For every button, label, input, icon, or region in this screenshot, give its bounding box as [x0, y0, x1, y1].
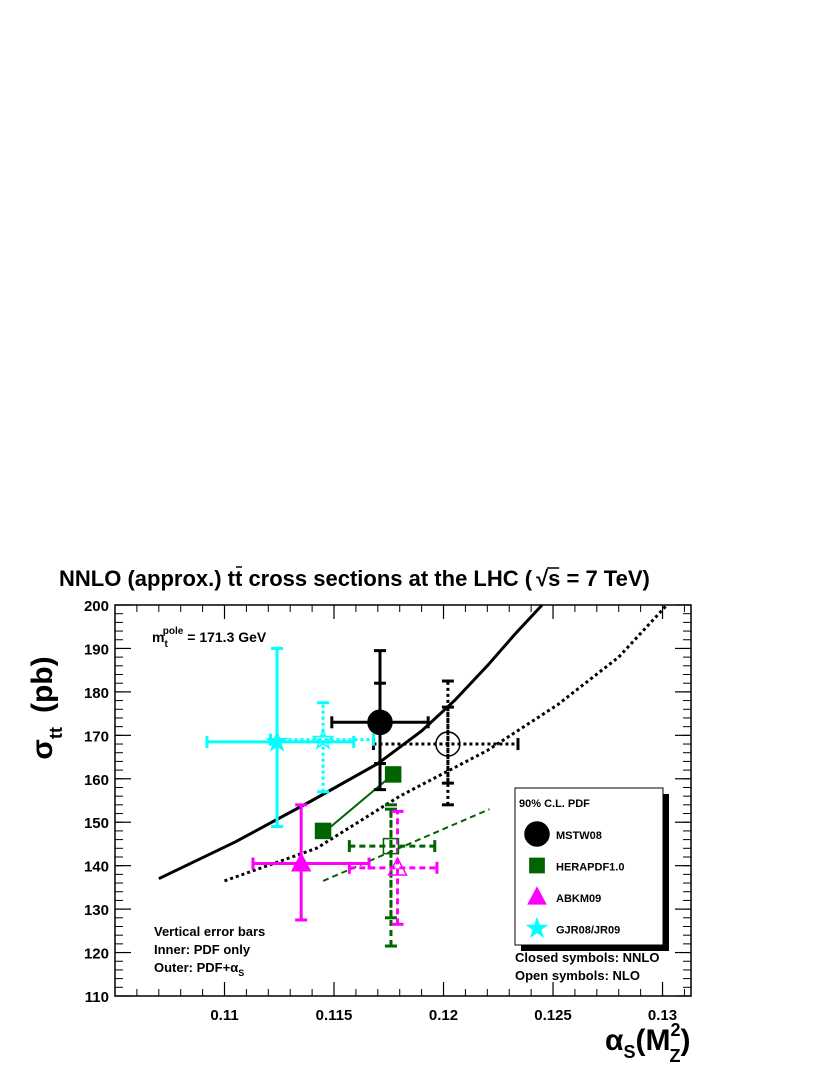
symbol-note: Closed symbols: NNLO Open symbols: NLO [515, 950, 659, 983]
top-mass-label: mtpole = 171.3 GeV [152, 626, 267, 650]
y-tick-label: 180 [84, 685, 109, 702]
sqrt-sign: √ [536, 566, 549, 591]
marker-herapdf10-nlo [382, 837, 400, 855]
y-tick-label: 200 [84, 598, 109, 615]
marker-gjr08jr09-nnlo [265, 729, 289, 752]
x-axis-label: αS(M2 Z) [605, 1020, 690, 1066]
y-tick-label: 110 [85, 989, 109, 1006]
y-tick-label: 190 [84, 641, 109, 658]
markers [265, 709, 461, 876]
x-tick-label: 0.125 [534, 1007, 572, 1024]
marker-gjr08jr09-nlo [311, 727, 335, 750]
legend-label: ABKM09 [556, 893, 601, 905]
symbol-line-1: Closed symbols: NNLO [515, 950, 659, 965]
curve-mstw08-nlo [223, 603, 669, 883]
x-tick-label: 0.12 [429, 1007, 458, 1024]
chart-title: NNLO (approx.) tt cross sections at the … [59, 566, 650, 591]
y-tick-label: 170 [84, 728, 109, 745]
marker-herapdf10-nnlo [314, 822, 332, 840]
y-tick-label: 140 [84, 859, 109, 876]
plot-frame [114, 604, 692, 997]
curve-herapdf10-nnlo [322, 773, 394, 834]
marker-mstw08-nnlo [367, 709, 393, 736]
legend-label: MSTW08 [556, 830, 602, 842]
note-line-3: Outer: PDF+αS [154, 960, 244, 978]
marker-mstw08-nlo [435, 731, 461, 757]
x-tick-label: 0.13 [648, 1007, 677, 1024]
y-tick-label: 120 [84, 946, 109, 963]
error-bar-note: Vertical error bars Inner: PDF only Oute… [154, 924, 265, 978]
legend-label: HERAPDF1.0 [556, 862, 624, 874]
legend-entries: MSTW08 HERAPDF1.0 ABKM09 GJR08/JR09 [524, 821, 624, 939]
y-axis-label: σtt(pb) [26, 656, 66, 759]
legend-marker-square [529, 857, 545, 874]
curve-mstw08-nnlo [158, 603, 544, 881]
legend-marker-triangle [527, 886, 547, 905]
y-tick-label: 160 [84, 772, 109, 789]
marker-abkm09-nlo [387, 856, 408, 876]
legend-marker-circle [524, 821, 550, 847]
axes: 0.11 0.115 0.12 0.125 0.13 110 120 130 140 150 160… [84, 598, 691, 1024]
note-line-2: Inner: PDF only [154, 942, 251, 957]
legend: 90% C.L. PDF MSTW08 HERAPDF1.0 ABKM09 GJR08… [514, 787, 669, 951]
x-tick-label: 0.11 [210, 1007, 238, 1024]
marker-abkm09-nnlo [290, 852, 312, 872]
legend-marker-star [525, 916, 549, 939]
symbol-line-2: Open symbols: NLO [515, 968, 640, 983]
svg-text:σtt(pb): σtt(pb) [26, 656, 66, 759]
y-tick-label: 150 [84, 815, 109, 832]
marker-herapdf10-nnlo [384, 766, 402, 783]
x-tick-label: 0.115 [316, 1007, 353, 1024]
note-line-1: Vertical error bars [154, 924, 265, 939]
error-bars [205, 646, 520, 948]
legend-title: 90% C.L. PDF [519, 798, 590, 810]
legend-label: GJR08/JR09 [556, 925, 620, 937]
y-tick-label: 130 [84, 902, 109, 919]
